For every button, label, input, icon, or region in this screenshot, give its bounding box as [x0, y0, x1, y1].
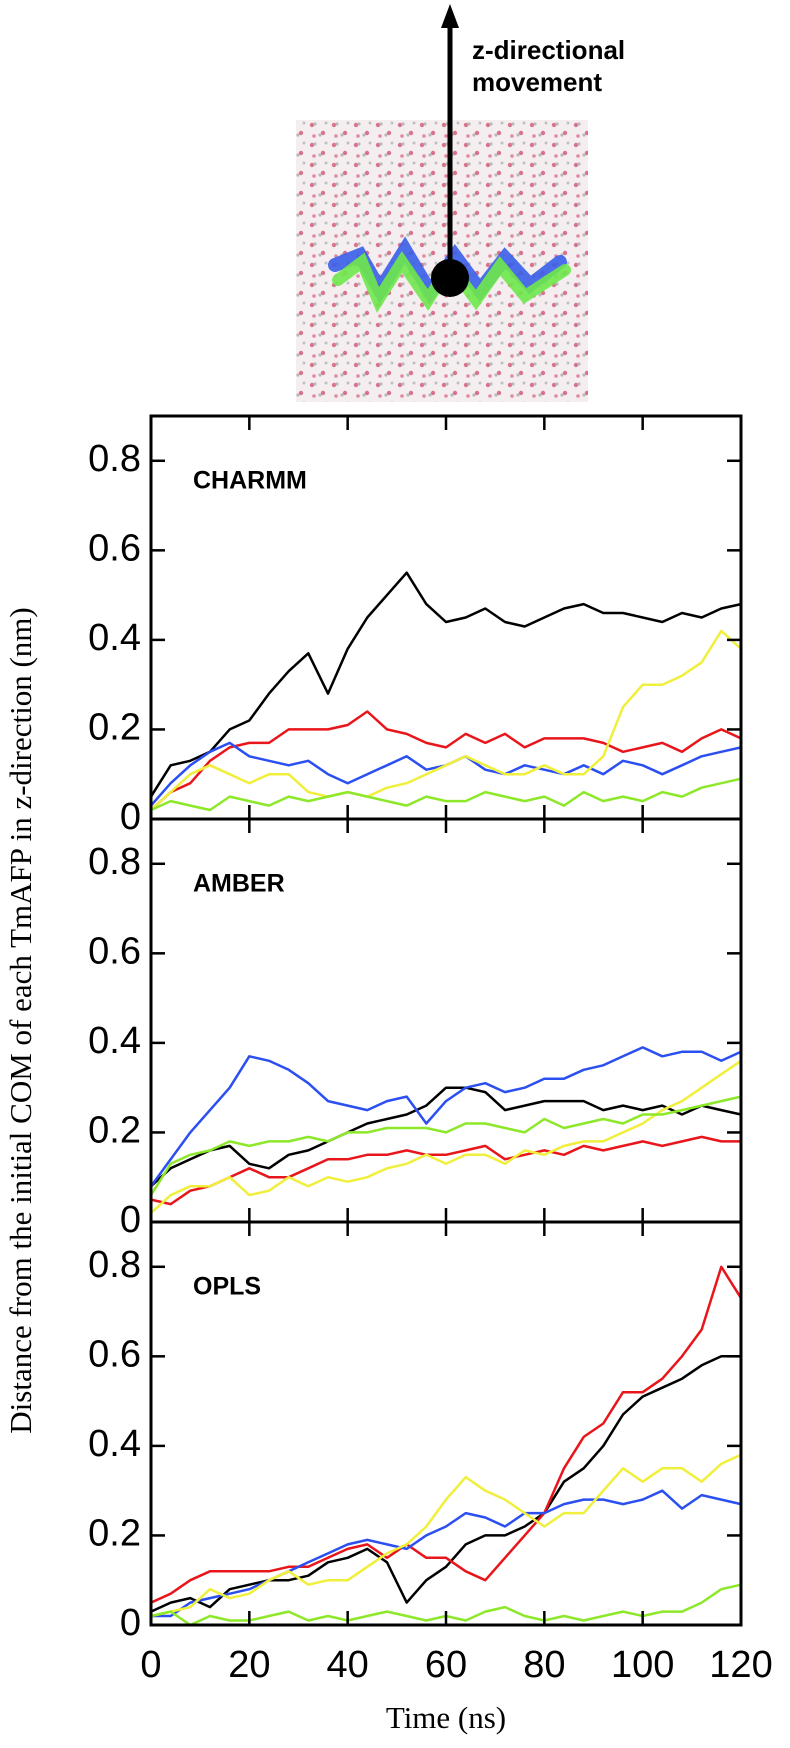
- y-tick-label: 0.4: [88, 1423, 141, 1465]
- data-line: [151, 1489, 742, 1618]
- y-tick-label: 0: [120, 1199, 141, 1241]
- x-tick-label: 60: [425, 1644, 467, 1686]
- data-line: [150, 1059, 742, 1214]
- x-tick-label: 100: [611, 1644, 674, 1686]
- y-tick-label: 0.2: [88, 1512, 141, 1554]
- data-line: [150, 1135, 741, 1206]
- x-tick-label: 20: [228, 1644, 270, 1686]
- y-tick-label: 0.6: [88, 930, 141, 972]
- y-tick-label: 0.8: [88, 841, 141, 883]
- data-line: [150, 1355, 741, 1613]
- data-line: [150, 777, 742, 812]
- y-tick-label: 0.2: [88, 706, 141, 748]
- y-tick-label: 0: [120, 1602, 141, 1644]
- panel-title: OPLS: [193, 1273, 261, 1301]
- panel-title: CHARMM: [193, 467, 307, 495]
- data-line: [150, 1265, 743, 1604]
- data-line: [149, 571, 742, 798]
- y-tick-label: 0.4: [88, 1020, 141, 1062]
- direction-arrow: [431, 4, 469, 297]
- data-line: [150, 1086, 742, 1188]
- y-tick-label: 0.6: [88, 1333, 141, 1375]
- panel-title: AMBER: [193, 870, 285, 898]
- x-tick-label: 80: [523, 1644, 565, 1686]
- data-line: [149, 1046, 742, 1187]
- x-tick-label: 0: [140, 1644, 161, 1686]
- y-tick-label: 0.2: [88, 1109, 141, 1151]
- x-axis-label: Time (ns): [386, 1700, 506, 1735]
- y-tick-label: 0.8: [88, 438, 141, 480]
- y-tick-label: 0: [120, 796, 141, 838]
- y-axis-label: Distance from the initial COM of each Tm…: [3, 607, 38, 1433]
- x-tick-label: 40: [327, 1644, 369, 1686]
- x-tick-label: 120: [709, 1644, 772, 1686]
- y-tick-label: 0.4: [88, 617, 141, 659]
- data-line: [150, 1453, 742, 1618]
- data-line: [150, 710, 742, 811]
- data-line: [150, 629, 742, 811]
- y-tick-label: 0.8: [88, 1244, 141, 1286]
- y-tick-label: 0.6: [88, 527, 141, 569]
- annotation: z-directional movement: [472, 35, 626, 97]
- data-line: [149, 1095, 742, 1196]
